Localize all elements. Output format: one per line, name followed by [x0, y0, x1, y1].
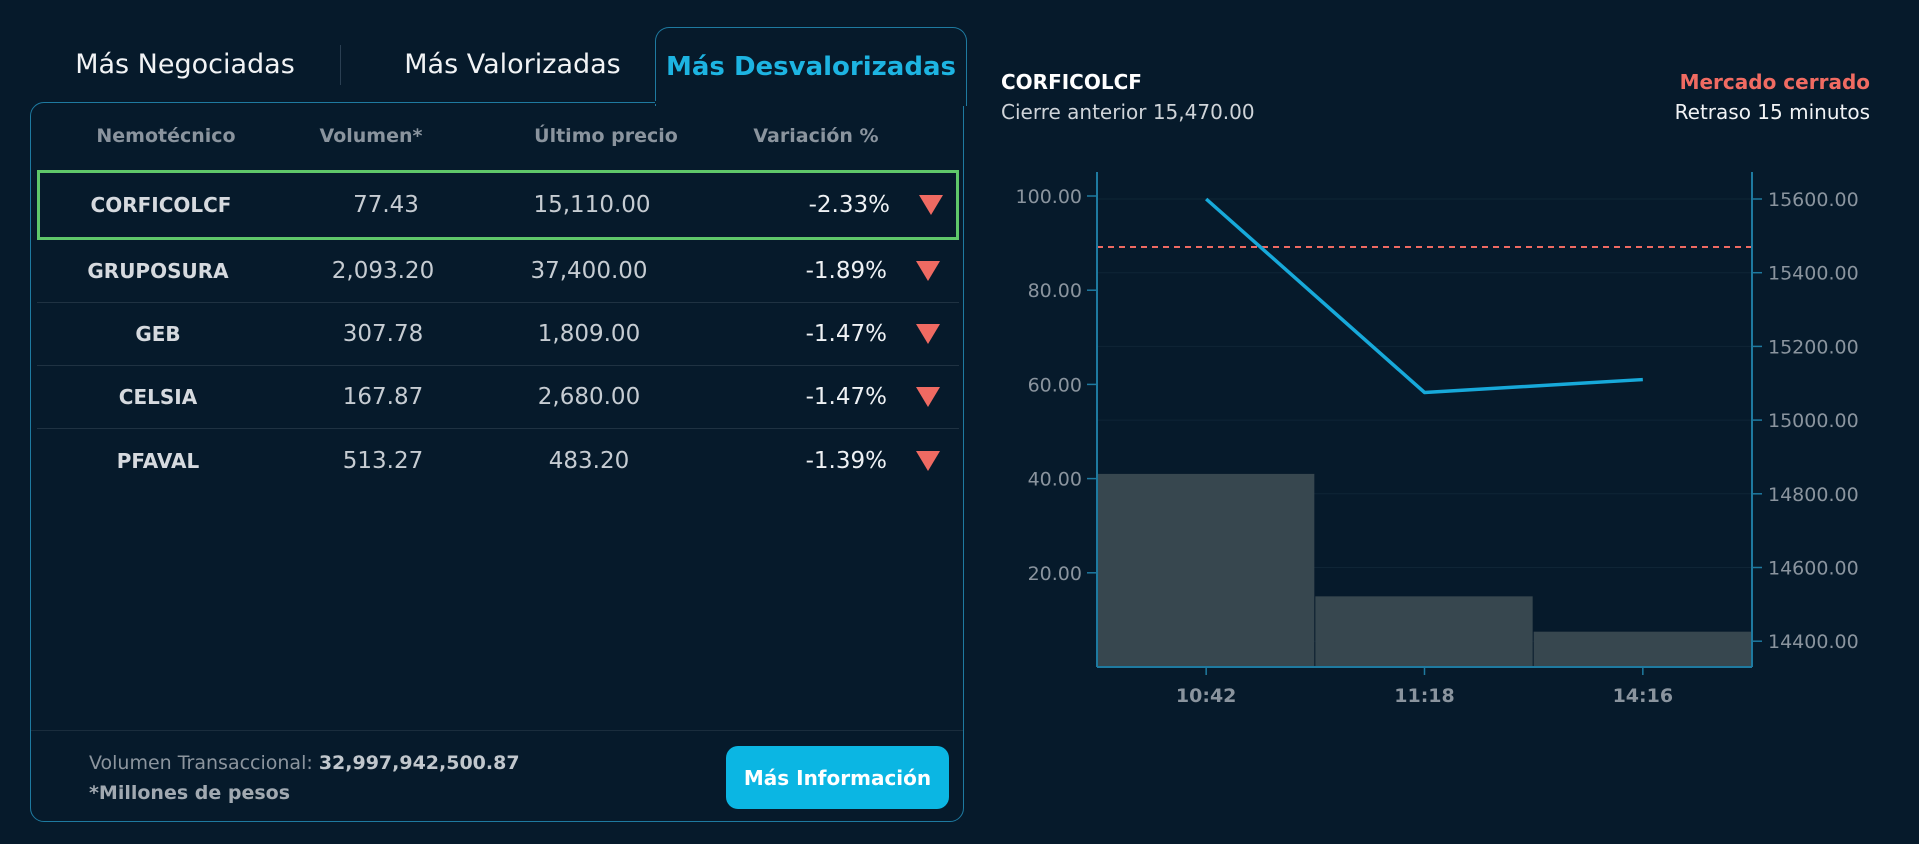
market-status: Mercado cerrado [1679, 70, 1870, 94]
stock-name: GRUPOSURA [87, 259, 229, 283]
stock-volume: 2,093.20 [331, 258, 435, 284]
down-arrow-icon [913, 240, 943, 302]
volume-bar [1533, 631, 1751, 667]
table-body: CORFICOLCF 77.43 15,110.00 -2.33% GRUPOS… [37, 170, 959, 492]
down-arrow-icon [913, 303, 943, 365]
x-tick-label: 10:42 [1176, 685, 1236, 707]
down-arrow-icon [913, 429, 943, 492]
stock-change: -1.47% [805, 384, 887, 410]
right-tick-label: 15000.00 [1768, 410, 1859, 432]
left-tick-label: 60.00 [1028, 374, 1082, 396]
header-ultimo-precio[interactable]: Último precio [534, 125, 678, 147]
previous-close: Cierre anterior 15,470.00 [1001, 100, 1255, 124]
right-tick-label: 14600.00 [1768, 558, 1859, 580]
table-row[interactable]: CORFICOLCF 77.43 15,110.00 -2.33% [37, 170, 959, 240]
stock-volume: 307.78 [342, 321, 424, 347]
table-row[interactable]: GRUPOSURA 2,093.20 37,400.00 -1.89% [37, 240, 959, 303]
stock-price: 483.20 [548, 447, 630, 474]
transaction-volume: Volumen Transaccional: 32,997,942,500.87 [89, 748, 520, 778]
table-header: Nemotécnico Volumen* Último precio Varia… [31, 103, 963, 169]
more-info-button[interactable]: Más Información [726, 746, 949, 809]
down-arrow-icon [913, 366, 943, 428]
right-tick-label: 15200.00 [1768, 336, 1859, 358]
left-tick-label: 80.00 [1028, 280, 1082, 302]
header-nemotecnico[interactable]: Nemotécnico [96, 125, 236, 147]
stock-name: CORFICOLCF [90, 193, 232, 217]
stock-volume: 77.43 [353, 192, 419, 218]
x-tick-label: 14:16 [1613, 685, 1673, 707]
tab-join-mask [655, 101, 965, 104]
volume-bar [1097, 473, 1315, 667]
table-row[interactable]: CELSIA 167.87 2,680.00 -1.47% [37, 366, 959, 429]
stock-change: -1.89% [805, 258, 887, 284]
left-tick-label: 40.00 [1028, 469, 1082, 491]
price-line [1205, 197, 1643, 395]
tab-mas-valorizadas[interactable]: Más Valorizadas [404, 49, 621, 80]
stock-name: CELSIA [118, 385, 198, 409]
down-arrow-icon [916, 173, 946, 237]
stock-price: 37,400.00 [530, 258, 648, 284]
stock-change: -2.33% [808, 192, 890, 218]
tab-divider [340, 45, 341, 85]
volume-bar [1315, 596, 1533, 667]
left-tick-label: 100.00 [1016, 186, 1082, 208]
tab-mas-negociadas[interactable]: Más Negociadas [75, 49, 295, 80]
price-volume-chart[interactable]: 100.00 80.00 60.00 40.00 20.00 15600.00 15400.… [1000, 160, 1900, 720]
footer-divider [31, 730, 963, 731]
tab-mas-desvalorizadas[interactable]: Más Desvalorizadas [655, 27, 967, 106]
x-tick-label: 11:18 [1394, 685, 1454, 707]
ranking-panel: Nemotécnico Volumen* Último precio Varia… [30, 102, 964, 822]
stock-price: 1,809.00 [537, 321, 641, 347]
right-tick-label: 14800.00 [1768, 484, 1859, 506]
stock-volume: 167.87 [342, 384, 424, 410]
tab-bar: Más Negociadas Más Valorizadas Más Desva… [30, 27, 967, 106]
stock-price: 2,680.00 [537, 384, 641, 410]
table-row[interactable]: PFAVAL 513.27 483.20 -1.39% [37, 429, 959, 492]
header-volumen[interactable]: Volumen* [319, 125, 423, 147]
stock-price: 15,110.00 [533, 192, 651, 218]
right-tick-label: 15600.00 [1768, 189, 1859, 211]
right-tick-label: 15400.00 [1768, 263, 1859, 285]
transaction-volume-label: Volumen Transaccional: [89, 752, 313, 774]
stock-change: -1.39% [805, 447, 887, 474]
right-tick-label: 14400.00 [1768, 631, 1859, 653]
header-variacion[interactable]: Variación % [753, 125, 879, 147]
stock-volume: 513.27 [342, 447, 424, 474]
left-tick-label: 20.00 [1028, 563, 1082, 585]
selected-ticker: CORFICOLCF [1001, 70, 1142, 94]
stock-name: GEB [135, 322, 181, 346]
table-row[interactable]: GEB 307.78 1,809.00 -1.47% [37, 303, 959, 366]
transaction-volume-value: 32,997,942,500.87 [318, 752, 520, 774]
units-note: *Millones de pesos [89, 782, 291, 804]
delay-notice: Retraso 15 minutos [1674, 100, 1870, 124]
stock-change: -1.47% [805, 321, 887, 347]
stock-name: PFAVAL [116, 448, 200, 473]
